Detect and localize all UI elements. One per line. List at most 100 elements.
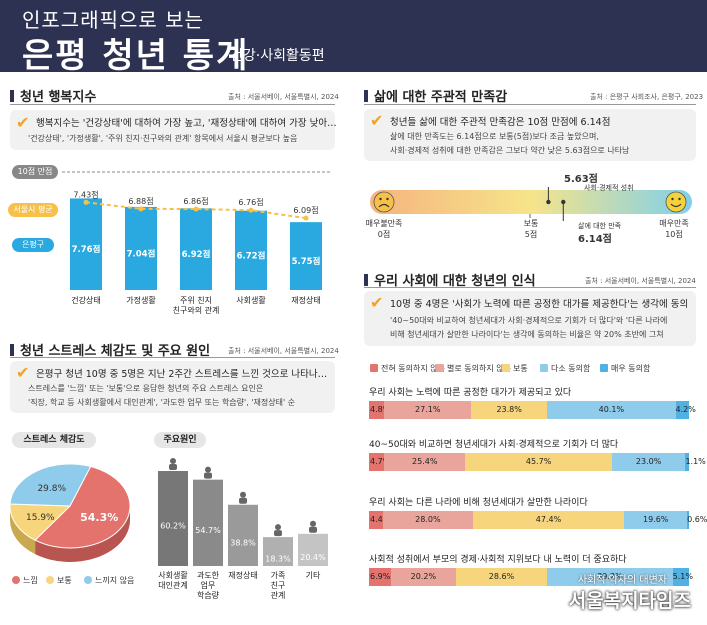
perception-stacked-bar: 6.9% 20.2% 28.6% 39.2% 5.1% <box>369 568 693 586</box>
seoul-average-point <box>138 206 144 212</box>
gauge-bar <box>370 190 692 214</box>
gauge-mid-label-1: 보통 <box>523 219 539 228</box>
cause-category-label: 가족 <box>271 571 286 580</box>
check-icon: ✔ <box>16 363 30 382</box>
cause-value-label: 38.8% <box>230 538 256 547</box>
eunpyeong-value-label: 7.04점 <box>127 248 156 259</box>
seoul-average-point <box>303 215 309 221</box>
cause-value-label: 60.2% <box>160 522 186 531</box>
person-icon <box>170 458 176 464</box>
perception-legend-item: 매우 동의함 <box>600 363 650 374</box>
perception-segment: 6.9% <box>369 568 392 586</box>
seoul-average-point <box>248 207 254 213</box>
perception-note-main: 10명 중 4명은 '사회가 노력에 따른 공정한 대가를 제공한다'는 생각에… <box>390 299 689 310</box>
seoul-average-line <box>85 201 307 220</box>
eunpyeong-bar <box>70 198 102 290</box>
social-score-value: 5.63점 <box>564 174 598 185</box>
stress-note-box: ✔ 은평구 청년 10명 중 5명은 지난 2주간 스트레스를 느낀 것으로 나… <box>10 361 335 413</box>
satisfaction-note-sub-1: 삶에 대한 만족도는 6.14점으로 보통(5점)보다 조금 높았으며, <box>390 132 599 141</box>
person-icon <box>205 466 211 473</box>
pie-slice <box>9 503 72 541</box>
life-marker-dot <box>561 199 566 205</box>
perception-note-box: ✔ 10명 중 4명은 '사회가 노력에 따른 공정한 대가를 제공한다'는 생… <box>364 291 696 346</box>
happiness-chart: 7.76점 7.04점 6.92점 6.72점 5.75점 7.43점 6.88점 6.86… <box>62 171 330 315</box>
seoul-average-points: 7.43점 6.88점 6.86점 6.76점 6.09점 <box>73 189 319 221</box>
person-body-icon <box>204 472 212 479</box>
perception-stacked-bar: 4.4% 28.0% 47.4% 19.6% 0.6% <box>369 511 707 529</box>
scale-label: 10점 만점 <box>12 165 58 179</box>
satisfaction-note-main: 청년들 삶에 대한 주관적 만족감은 10점 만점에 6.14점 <box>390 117 611 128</box>
sad-face-icon <box>373 191 395 213</box>
cause-bar <box>158 471 188 566</box>
satisfaction-divider <box>364 104 696 105</box>
cause-value-label: 54.7% <box>195 526 221 535</box>
legend-swatch <box>370 364 378 372</box>
pie-slice-side <box>10 506 36 555</box>
seoul-average-point <box>83 199 89 205</box>
satisfaction-note-box: ✔ 청년들 삶에 대한 주관적 만족감은 10점 만점에 6.14점 삶에 대한… <box>364 109 696 161</box>
gauge-min-label-1: 매우불만족 <box>365 219 403 228</box>
perception-segment: 23.0% <box>611 453 686 471</box>
cause-category-label: 학습량 <box>197 590 220 600</box>
stress-note-sub-1: 스트레스를 '느낌' 또는 '보통'으로 응답한 청년의 주요 스트레스 요인은 <box>28 384 264 393</box>
stress-note-sub-2: '직장, 학교 등 사회생활에서 대인관계', '과도한 업무 또는 학습량',… <box>28 398 296 407</box>
satisfaction-title: 삶에 대한 주관적 만족감 <box>364 86 507 105</box>
person-body-icon <box>274 530 282 537</box>
gauge-min-label-2: 0점 <box>377 230 391 239</box>
stress-title: 청년 스트레스 체감도 및 주요 원인 <box>10 340 210 359</box>
header-subtitle: 인포그래픽으로 보는 <box>22 8 204 32</box>
happiness-divider <box>10 104 335 105</box>
satisfaction-source: 출처 : 은평구 사회조사, 은평구, 2023 <box>590 93 704 101</box>
seoul-average-value-label: 6.76점 <box>238 197 263 207</box>
perception-segment: 27.1% <box>384 401 472 419</box>
perception-segment: 1.1% <box>685 453 706 471</box>
perception-segment: 45.7% <box>465 453 612 471</box>
pie-slice <box>9 463 92 507</box>
eunpyeong-bar <box>235 210 267 290</box>
perception-segment: 0.6% <box>687 511 707 529</box>
legend-swatch <box>436 364 444 372</box>
pie-title: 스트레스 체감도 <box>12 432 96 448</box>
page-header: 인포그래픽으로 보는 은평 청년 통계 건강·사회활동편 <box>0 0 707 76</box>
perception-segment: 4.4% <box>369 511 390 529</box>
happiness-note-main: 행복지수는 '건강상태'에 대하여 가장 높고, '재정상태'에 대하여 가장 … <box>36 118 337 129</box>
pie-legend-item: 느끼지 않음 <box>84 575 134 586</box>
pie-value-label: 29.8% <box>37 484 66 494</box>
cause-bar <box>193 479 223 566</box>
happiness-title: 청년 행복지수 <box>10 86 96 105</box>
gauge-mid-label-2: 5점 <box>524 230 538 239</box>
stress-note-main: 은평구 청년 10명 중 5명은 지난 2주간 스트레스를 느낀 것으로 나타나… <box>36 369 328 380</box>
page-title: 은평 청년 통계 <box>22 36 250 76</box>
legend-swatch <box>502 364 510 372</box>
legend-swatch <box>46 576 54 584</box>
perception-row-label: 40~50대와 비교하면 청년세대가 사회·경제적으로 기회가 더 많다 <box>369 440 619 450</box>
legend-swatch <box>600 364 608 372</box>
legend-swatch <box>540 364 548 372</box>
pie-value-label: 15.9% <box>26 513 55 523</box>
eunpyeong-legend: 은평구 <box>12 238 54 252</box>
stress-divider <box>10 357 335 358</box>
happiness-category-label: 친구와의 관계 <box>173 305 220 315</box>
perception-segment: 28.0% <box>383 511 473 529</box>
perception-segment: 25.4% <box>384 453 466 471</box>
happiness-note-box: ✔ 행복지수는 '건강상태'에 대하여 가장 높고, '재정상태'에 대하여 가… <box>10 110 337 150</box>
perception-segment: 20.2% <box>391 568 456 586</box>
check-icon: ✔ <box>370 293 384 312</box>
watermark-logo: 서울복지타임즈 <box>568 590 691 612</box>
cause-category-label: 관계 <box>271 590 286 600</box>
watermark-slogan: 사회적 약자의 대변자 <box>577 575 667 586</box>
person-body-icon <box>169 464 177 470</box>
happiness-source: 출처 : 서울서베이, 서울특별시, 2024 <box>228 93 339 101</box>
legend-swatch <box>12 576 20 584</box>
happiness-category-label: 주위 친지 <box>180 295 212 305</box>
perception-divider <box>364 287 696 288</box>
perception-row-label: 우리 사회는 노력에 따른 공정한 대가가 제공되고 있다 <box>369 388 572 398</box>
pie-slice <box>34 465 131 549</box>
happiness-category-label: 건강상태 <box>71 295 100 305</box>
gauge-max-label-2: 10점 <box>665 230 683 239</box>
seoul-average-value-label: 6.86점 <box>183 196 208 206</box>
cause-value-label: 20.4% <box>300 553 326 562</box>
perception-segment: 5.1% <box>672 568 693 586</box>
eunpyeong-bar <box>180 208 212 290</box>
